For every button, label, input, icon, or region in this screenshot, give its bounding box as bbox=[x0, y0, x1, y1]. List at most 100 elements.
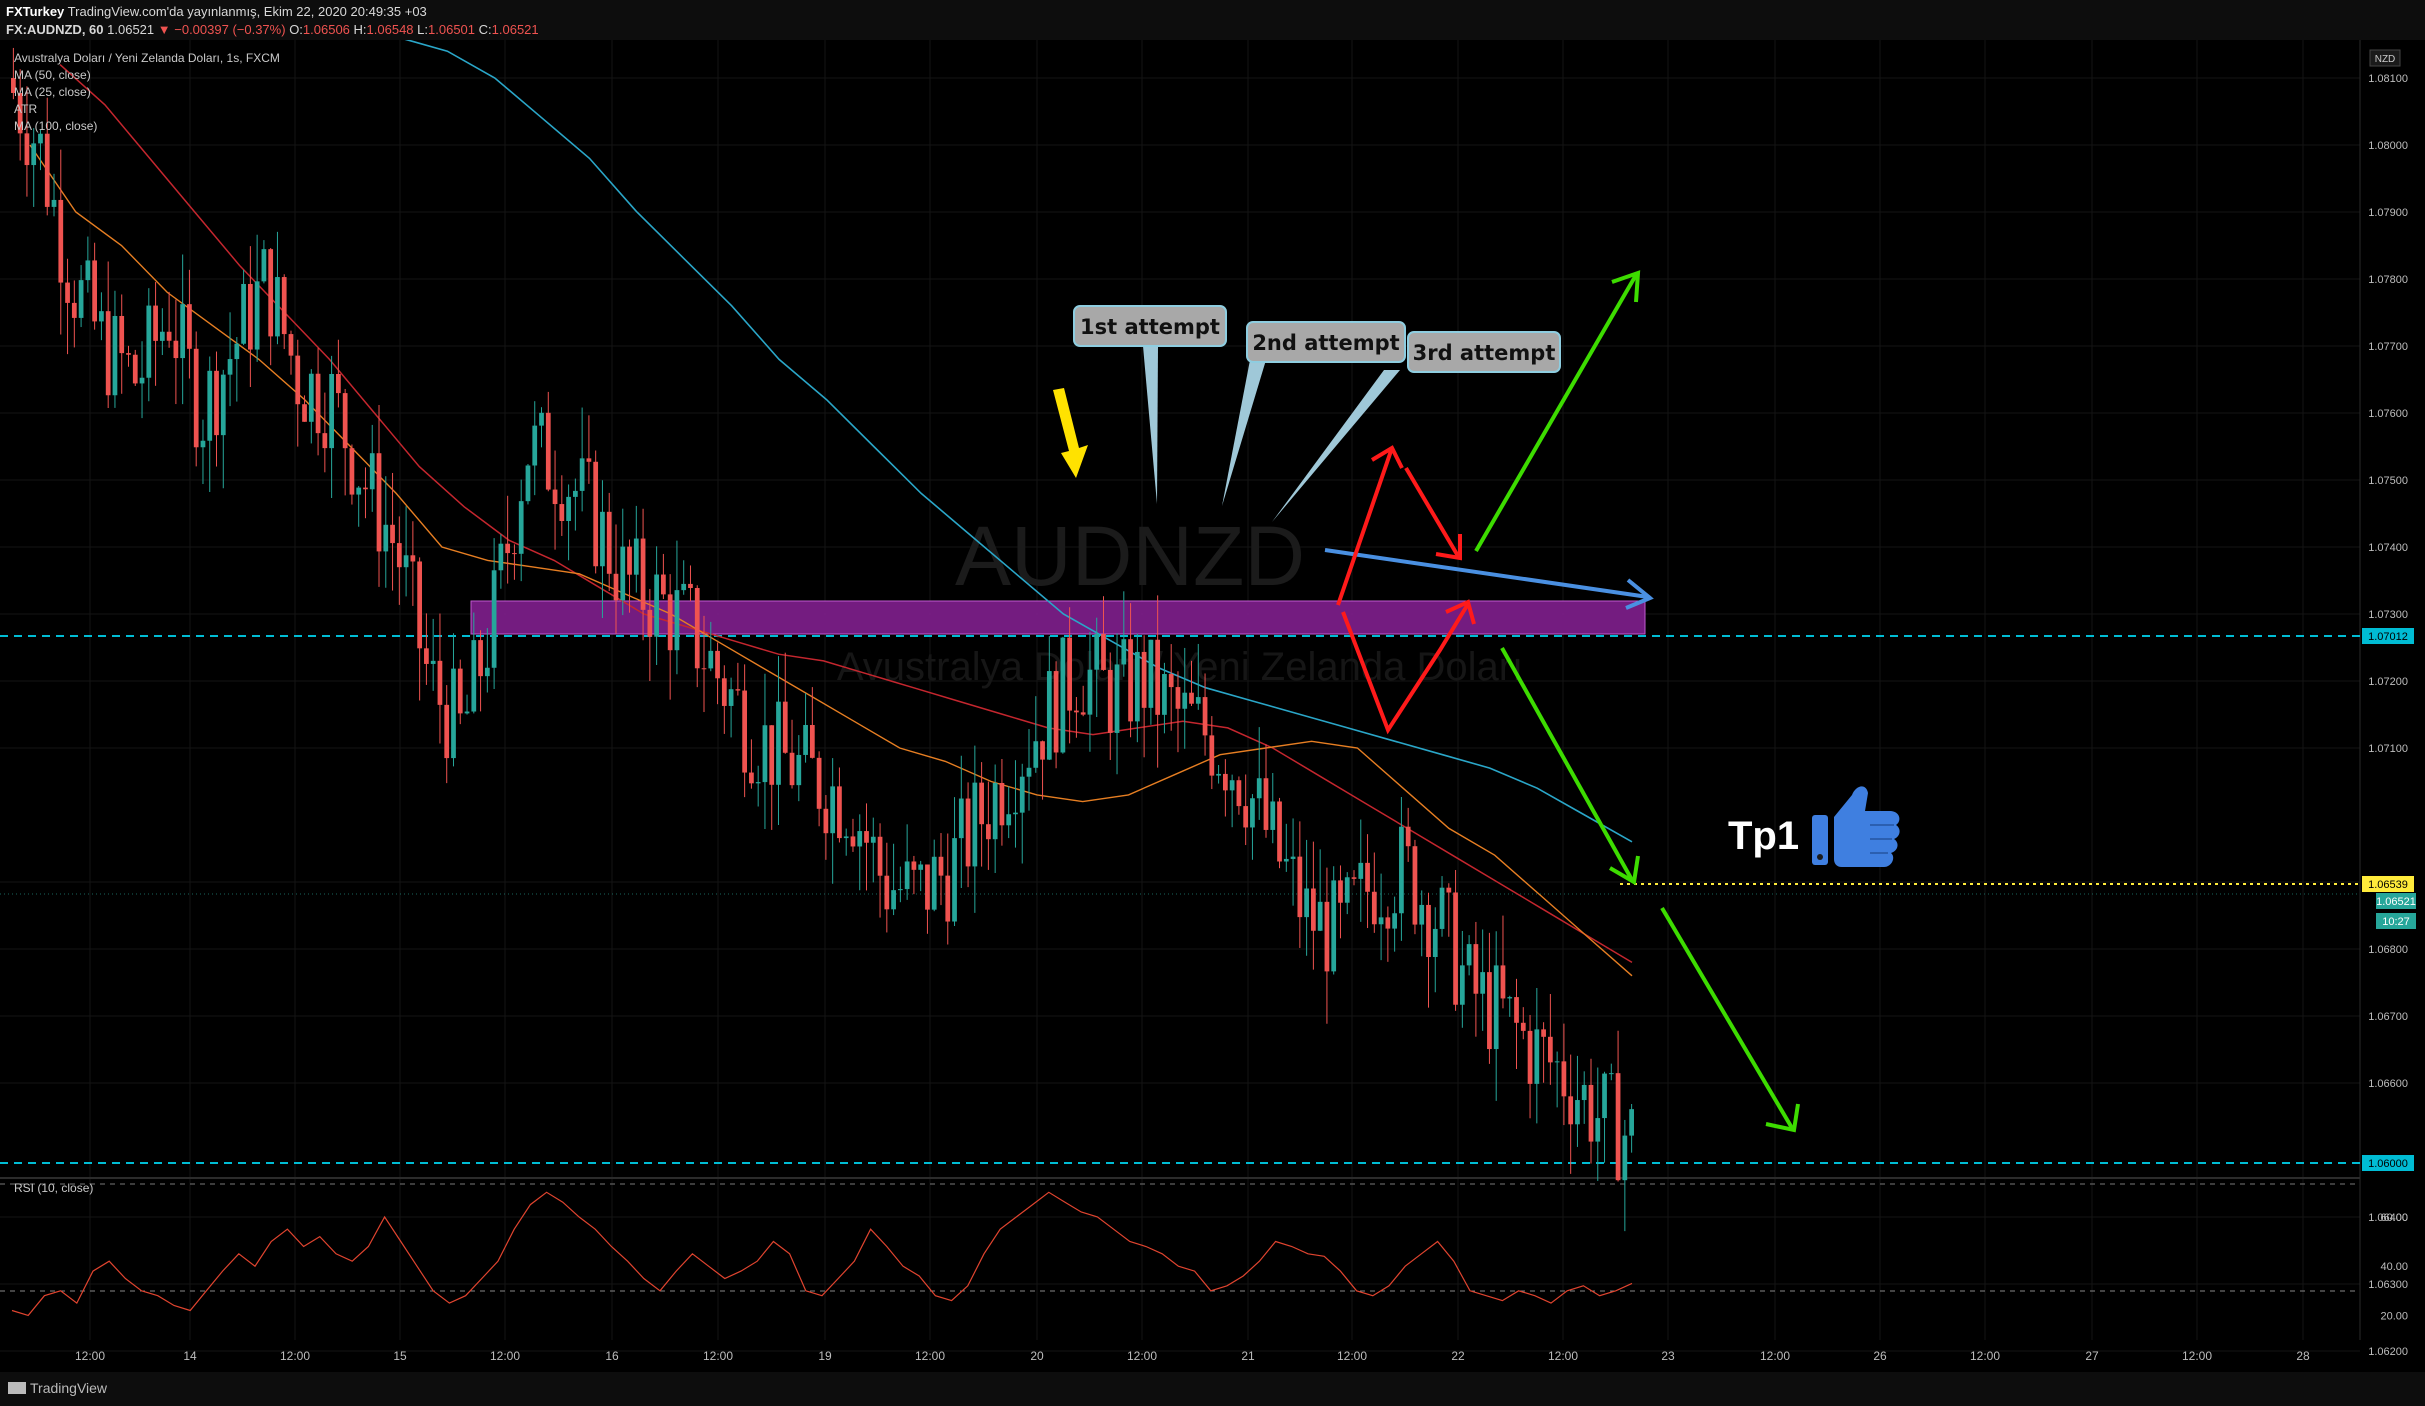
candle-body bbox=[153, 305, 158, 341]
candle-body bbox=[701, 668, 707, 670]
time-tick-label: 22 bbox=[1451, 1349, 1465, 1363]
price-axis-panel[interactable] bbox=[2360, 40, 2425, 1372]
candle-body bbox=[166, 331, 172, 341]
callout-1st-attempt[interactable]: 1st attempt bbox=[1073, 305, 1227, 504]
candle-body bbox=[877, 836, 883, 876]
price-tag-target[interactable]: 1.06539 bbox=[2362, 876, 2414, 892]
candle-body bbox=[647, 609, 653, 637]
candle-body bbox=[1067, 637, 1073, 711]
tradingview-logo[interactable]: TradingView bbox=[8, 1380, 107, 1396]
candle-body bbox=[965, 798, 971, 867]
candle-body bbox=[1392, 913, 1398, 929]
brand-icon bbox=[8, 1382, 26, 1394]
candle-body bbox=[44, 133, 50, 207]
candle-body bbox=[681, 583, 687, 591]
candle-body bbox=[1487, 972, 1492, 1050]
candle-body bbox=[1581, 1084, 1587, 1101]
candle-body bbox=[721, 678, 727, 706]
candle-body bbox=[661, 574, 666, 595]
candle-body bbox=[958, 798, 964, 839]
candle-body bbox=[999, 782, 1005, 826]
candle-body bbox=[864, 831, 869, 843]
candle-body bbox=[532, 425, 538, 466]
price-tag-resistance[interactable]: 1.07012 bbox=[2362, 628, 2414, 644]
callout-1st-label: 1st attempt bbox=[1080, 315, 1220, 339]
indicator-legend: Avustralya Doları / Yeni Zelanda Doları,… bbox=[14, 50, 280, 135]
candle-body bbox=[1439, 887, 1445, 929]
resistance-zone[interactable] bbox=[470, 600, 1646, 635]
price-tick-label: 1.07300 bbox=[2368, 609, 2408, 621]
candle-body bbox=[1311, 888, 1316, 931]
candle-body bbox=[65, 282, 70, 303]
green-arrow-up[interactable] bbox=[1474, 270, 1641, 553]
candle-body bbox=[1134, 651, 1140, 722]
candle-body bbox=[1514, 997, 1519, 1023]
open-label: O: bbox=[289, 22, 303, 37]
legend-ma25[interactable]: MA (25, close) bbox=[14, 85, 91, 99]
candle-body bbox=[1371, 891, 1377, 925]
red-arrow-up[interactable] bbox=[1336, 445, 1404, 606]
candle-body bbox=[728, 689, 734, 706]
candle-body bbox=[329, 373, 334, 449]
time-tick-label: 28 bbox=[2296, 1349, 2310, 1363]
candle-body bbox=[281, 277, 287, 335]
price-tag-last[interactable]: 1.06521 bbox=[2376, 893, 2416, 909]
candle-body bbox=[417, 561, 423, 649]
candle-body bbox=[579, 458, 585, 491]
candle-body bbox=[1256, 778, 1262, 799]
price-axis-ticks: 1.08100 1.08000 1.07900 1.07800 1.07700 1.076… bbox=[2368, 73, 2408, 1358]
candle-body bbox=[112, 315, 118, 396]
symbol-label[interactable]: FX:AUDNZD, 60 bbox=[6, 22, 104, 37]
candle-body bbox=[1033, 741, 1039, 768]
candle-body bbox=[545, 412, 551, 490]
candle-body bbox=[525, 465, 531, 502]
publisher-name[interactable]: FXTurkey bbox=[6, 4, 65, 19]
candle-body bbox=[1087, 669, 1093, 715]
legend-ma50[interactable]: MA (50, close) bbox=[14, 68, 91, 82]
green-arrow-down-1[interactable] bbox=[1500, 647, 1640, 886]
candle-body bbox=[1060, 637, 1066, 753]
candle-body bbox=[11, 78, 16, 93]
watermark-symbol: AUDNZD bbox=[955, 509, 1305, 603]
legend-atr[interactable]: ATR bbox=[14, 102, 38, 116]
blue-arrow[interactable] bbox=[1324, 548, 1654, 610]
price-tick-label: 1.07600 bbox=[2368, 408, 2408, 420]
candle-body bbox=[119, 315, 125, 354]
candle-body bbox=[247, 283, 253, 350]
price-change: ▼ −0.00397 (−0.37%) bbox=[157, 22, 286, 37]
legend-rsi[interactable]: RSI (10, close) bbox=[14, 1181, 94, 1195]
low-label: L: bbox=[417, 22, 429, 37]
candle-body bbox=[1141, 651, 1147, 708]
candle-body bbox=[505, 543, 511, 554]
candle-body bbox=[444, 704, 450, 759]
green-arrow-down-2[interactable] bbox=[1660, 906, 1800, 1133]
candle-body bbox=[850, 836, 856, 847]
candle-body bbox=[58, 199, 64, 283]
candle-body bbox=[376, 453, 382, 552]
yellow-arrow[interactable] bbox=[1053, 388, 1088, 478]
candle-body bbox=[24, 133, 30, 166]
candle-body bbox=[403, 555, 409, 568]
candle-body bbox=[1263, 778, 1269, 830]
candle-body bbox=[1331, 880, 1337, 972]
symbol-ohlc-line: FX:AUDNZD, 60 1.06521 ▼ −0.00397 (−0.37%… bbox=[6, 22, 539, 37]
candle-body bbox=[1006, 814, 1012, 826]
candle-body bbox=[1209, 735, 1215, 776]
tp1-label[interactable]: Tp1 bbox=[1728, 814, 1799, 858]
candle-body bbox=[809, 725, 815, 758]
price-tick-label: 1.06400 bbox=[2368, 1212, 2408, 1224]
legend-ma100[interactable]: MA (100, close) bbox=[14, 119, 98, 133]
candle-body bbox=[1094, 633, 1100, 670]
callout-2nd-attempt[interactable]: 2nd attempt bbox=[1222, 321, 1406, 506]
candle-body bbox=[884, 875, 890, 910]
red-arrow-down[interactable] bbox=[1404, 466, 1462, 561]
callout-3rd-attempt[interactable]: 3rd attempt bbox=[1272, 331, 1561, 522]
candle-body bbox=[349, 448, 355, 495]
price-tag-support[interactable]: 1.06000 bbox=[2362, 1155, 2414, 1171]
red-zigzag-arrow[interactable] bbox=[1341, 599, 1476, 735]
candle-body bbox=[484, 667, 490, 677]
candle-body bbox=[105, 311, 111, 396]
legend-title[interactable]: Avustralya Doları / Yeni Zelanda Doları,… bbox=[14, 51, 280, 65]
callout-2nd-label: 2nd attempt bbox=[1252, 331, 1399, 355]
